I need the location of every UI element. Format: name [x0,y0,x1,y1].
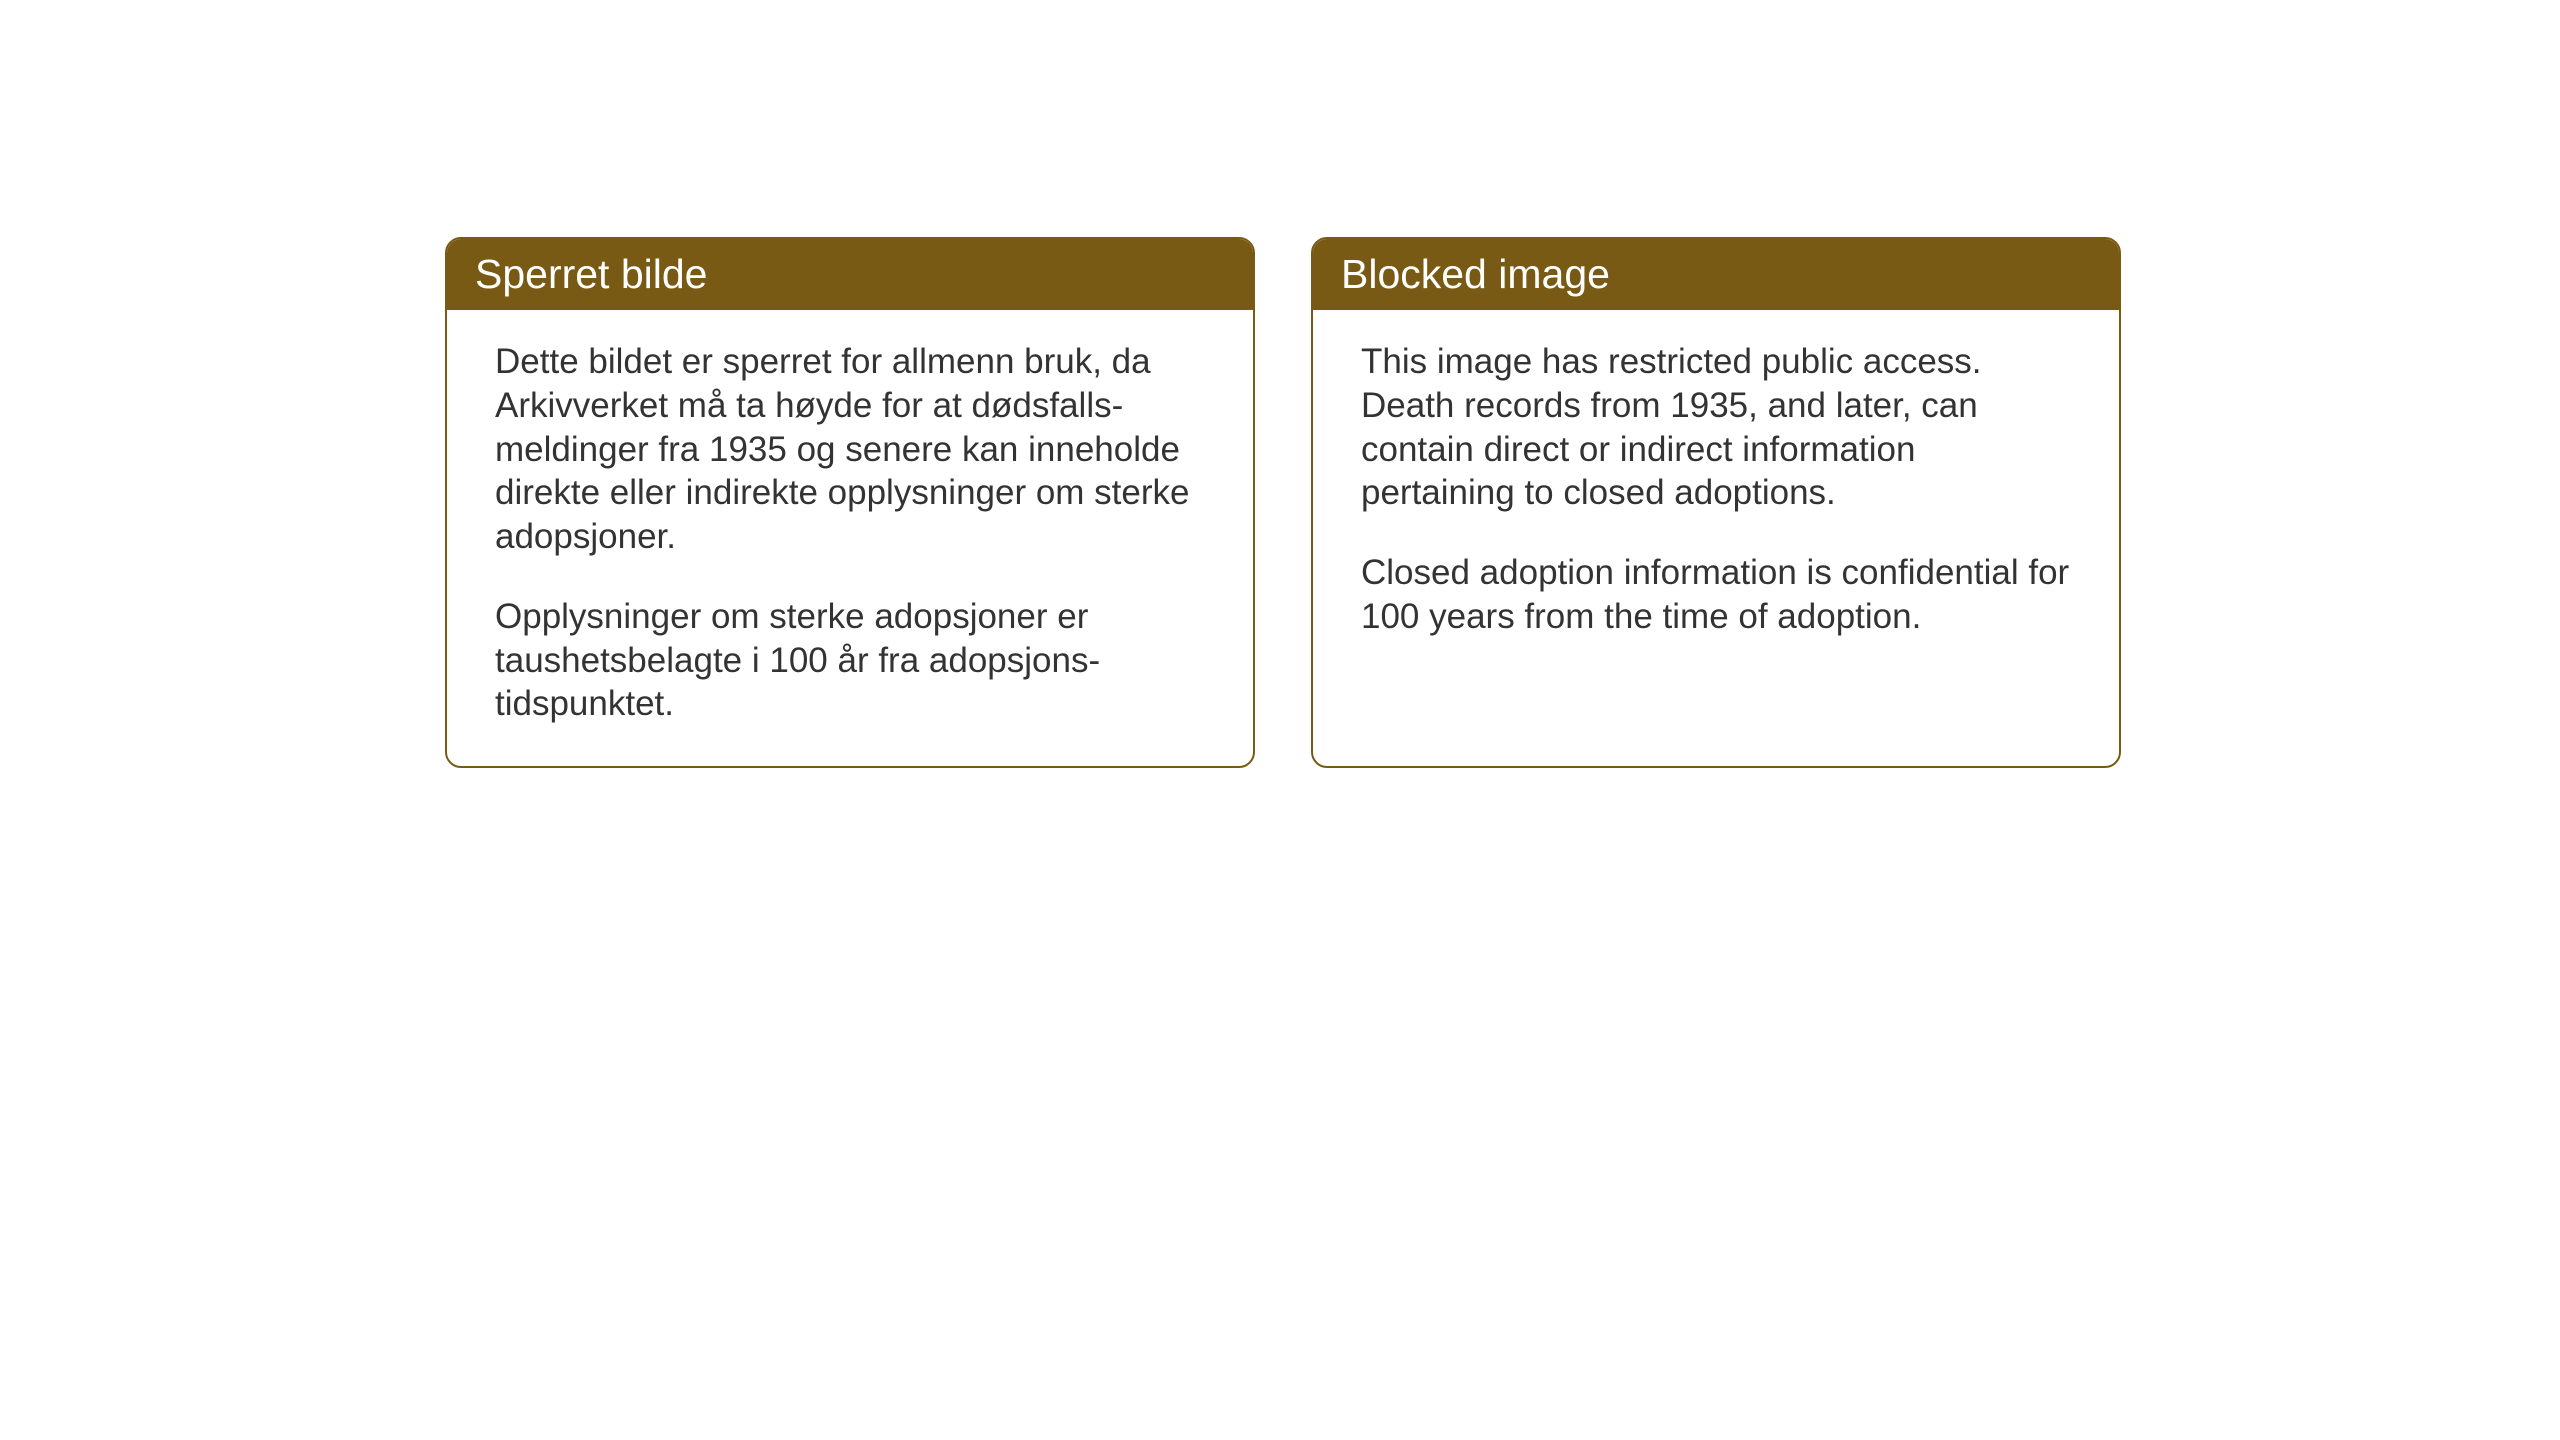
norwegian-notice-card: Sperret bilde Dette bildet er sperret fo… [445,237,1255,768]
norwegian-card-body: Dette bildet er sperret for allmenn bruk… [447,310,1253,766]
english-card-title: Blocked image [1313,239,2119,310]
english-paragraph-2: Closed adoption information is confident… [1361,551,2071,639]
english-notice-card: Blocked image This image has restricted … [1311,237,2121,768]
english-paragraph-1: This image has restricted public access.… [1361,340,2071,515]
norwegian-card-title: Sperret bilde [447,239,1253,310]
norwegian-paragraph-1: Dette bildet er sperret for allmenn bruk… [495,340,1205,559]
norwegian-paragraph-2: Opplysninger om sterke adopsjoner er tau… [495,595,1205,726]
english-card-body: This image has restricted public access.… [1313,310,2119,679]
notice-container: Sperret bilde Dette bildet er sperret fo… [445,237,2121,768]
